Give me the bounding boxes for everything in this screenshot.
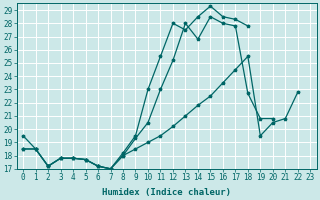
X-axis label: Humidex (Indice chaleur): Humidex (Indice chaleur) bbox=[102, 188, 231, 197]
